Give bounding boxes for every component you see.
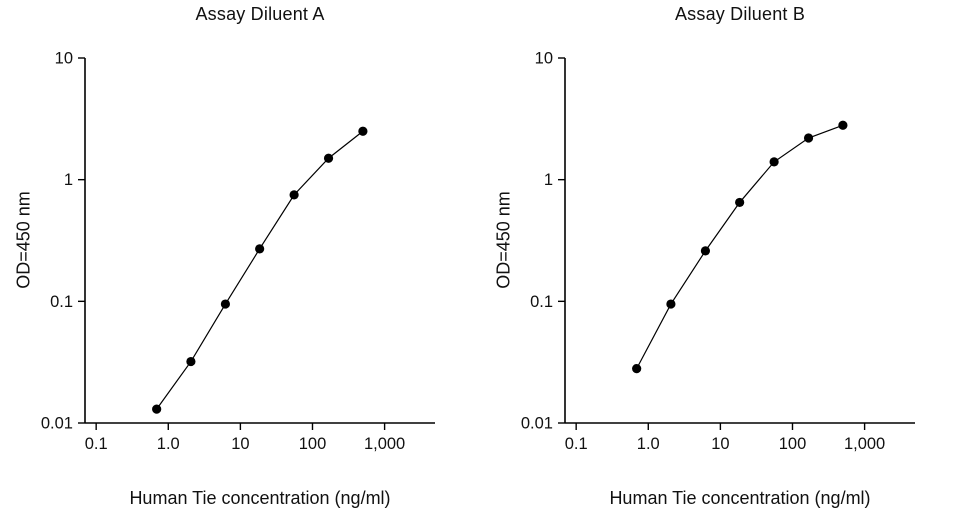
y-tick-label: 10 — [55, 50, 73, 68]
plot-area-diluent-a: 0.1 1.0 10 100 1,000 0.01 0.1 1 10 — [41, 50, 435, 453]
data-point — [632, 363, 642, 374]
data-point — [255, 244, 265, 254]
y-tick-label: 10 — [535, 50, 553, 68]
data-point — [220, 299, 231, 309]
x-axis-label-diluent-b: Human Tie concentration (ng/ml) — [609, 488, 871, 508]
data-point — [803, 133, 814, 143]
x-tick-label: 100 — [299, 435, 327, 453]
data-point — [186, 356, 196, 367]
chart-diluent-a: Assay Diluent A OD=450 nm 0.1 1.0 10 100 1,0… — [14, 4, 435, 508]
chart-title-diluent-b: Assay Diluent B — [674, 4, 806, 24]
chart-title-diluent-a: Assay Diluent A — [195, 4, 325, 24]
x-tick-label: 1.0 — [637, 435, 660, 453]
standard-curve-line — [636, 124, 844, 369]
x-tick-label: 0.1 — [565, 435, 588, 453]
y-tick-label: 0.01 — [41, 415, 73, 433]
x-tick-label: 0.1 — [85, 435, 108, 453]
data-point — [152, 404, 162, 414]
data-point — [666, 299, 676, 309]
data-point — [735, 197, 745, 208]
data-point — [358, 126, 368, 136]
x-tick-label: 10 — [231, 435, 249, 453]
x-tick-label: 100 — [779, 435, 807, 453]
y-tick-label: 1 — [64, 171, 73, 189]
x-tick-label: 10 — [711, 435, 729, 453]
data-point — [323, 153, 334, 163]
y-tick-label: 0.1 — [530, 293, 553, 311]
data-point — [838, 120, 848, 130]
standard-curve-line — [156, 130, 364, 410]
chart-diluent-b: Assay Diluent B OD=450 nm 0.1 1.0 10 100 1,0… — [480, 0, 960, 528]
y-tick-label: 0.01 — [521, 415, 553, 433]
x-tick-label: 1.0 — [157, 435, 180, 453]
data-point — [700, 246, 711, 256]
x-tick-label: 1,000 — [364, 435, 405, 453]
y-tick-label: 1 — [544, 171, 553, 189]
plot-area-diluent-b: 0.1 1.0 10 100 1,000 0.01 0.1 1 10 — [521, 50, 915, 453]
data-point — [769, 157, 779, 167]
x-axis-label-diluent-a: Human Tie concentration (ng/ml) — [129, 488, 391, 508]
x-tick-label: 1,000 — [844, 435, 885, 453]
y-tick-label: 0.1 — [50, 293, 73, 311]
data-point — [289, 190, 299, 200]
